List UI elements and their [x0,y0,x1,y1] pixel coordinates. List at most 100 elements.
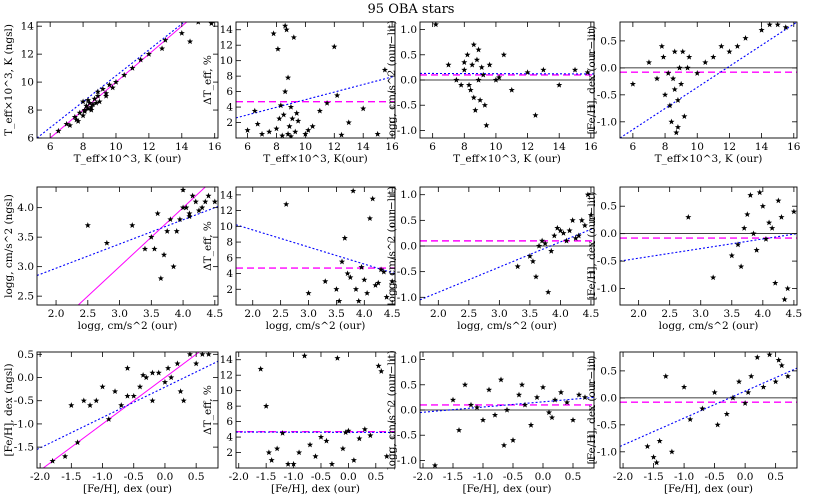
data-point [186,38,194,45]
data-point [467,86,474,93]
data-point [338,131,345,138]
y-axis-label: logg, cm/s^2 (our−lit) [386,350,398,469]
y-tick-label: -1.0 [597,446,617,458]
identity-line [42,352,200,468]
x-tick-label: 3.5 [723,308,740,320]
y-tick-label: 4 [226,432,233,444]
data-point [361,276,368,283]
data-point [345,427,352,434]
data-point [257,365,264,372]
data-point [461,59,468,65]
x-tick-label: -2.0 [613,471,633,483]
data-point [747,192,754,198]
y-tick-label: 0.0 [600,228,617,240]
data-point [742,400,749,406]
data-point [162,36,169,43]
data-point [509,437,517,443]
data-point [180,204,187,211]
data-point [645,59,653,66]
data-point [186,213,193,220]
data-point [572,235,579,241]
data-point [660,53,667,60]
plot-frame [36,21,219,139]
data-point [251,107,258,114]
data-point [141,245,149,252]
x-tick-label: 14 [175,141,189,153]
y-tick-label: 6 [226,86,233,98]
data-point [790,208,797,215]
data-point [671,48,678,55]
data-point [74,439,81,446]
data-point [557,389,565,395]
y-tick-label: 10 [220,55,233,67]
x-axis-label: logg, cm/s^2 (our) [659,320,759,332]
data-point [265,449,272,456]
data-point [710,274,717,281]
data-point [551,232,558,239]
data-point [84,97,92,103]
x-tick-label: 4.5 [384,308,401,320]
data-point [192,198,199,205]
panel-12: -2.0 -1.5 -1.0 -0.5 0.0 0.5-1.0-0.50.00.5[Fe/… [586,351,798,494]
data-point [279,132,286,138]
data-point [66,122,73,129]
data-point [244,127,251,133]
data-point [358,264,365,270]
x-tick-label: 0.0 [535,471,552,483]
y-tick-label: 1.0 [400,189,417,201]
data-point [762,235,769,242]
data-point [124,392,131,399]
fit-line [420,227,594,301]
data-point [99,383,106,390]
x-axis-label: T_eff×10^3, K (our) [74,153,182,165]
data-point [71,113,78,120]
data-point [694,70,701,76]
data-point [714,421,721,428]
data-point [775,197,782,204]
data-point [458,81,465,88]
y-tick-label: -1.0 [14,418,34,430]
data-point [283,201,290,207]
data-point [702,59,709,66]
data-point [527,421,535,428]
y-tick-label: -0.5 [14,395,34,407]
data-point [323,437,330,444]
x-tick-label: -1.0 [92,471,112,483]
data-point [211,198,218,205]
data-point [129,222,136,228]
data-point [726,48,733,55]
data-point [80,98,87,105]
panel-11: -2.0 -1.5 -1.0 -0.5 0.0 0.5 -1.0 -0.5 0.0 0.5 1.0 [… [386,350,595,494]
data-point [629,80,636,87]
data-point [477,96,484,103]
data-point [360,105,367,112]
x-tick-label: 6 [244,141,251,153]
data-point [309,123,316,129]
data-point [769,224,776,231]
data-point [533,394,541,400]
x-tick-label: 2.0 [48,308,65,320]
x-axis-label: logg, cm/s^2 (our) [266,320,366,332]
data-point [75,118,82,124]
data-point [305,127,312,133]
data-point [338,258,346,265]
y-tick-label: 6 [226,252,233,264]
x-tick-label: -2.0 [413,471,433,483]
data-point [286,123,293,129]
x-tick-label: 8 [662,141,669,153]
data-point [735,378,743,385]
data-point [202,198,209,205]
x-tick-label: 8 [461,141,468,153]
data-point [729,394,736,401]
x-axis-label: [Fe/H], dex (our) [83,483,172,494]
data-point [524,69,531,76]
x-tick-label: 6 [429,141,436,153]
data-point [109,84,116,91]
fit-line [236,224,395,275]
data-point [289,115,296,122]
data-point [581,394,589,400]
data-point [673,129,680,136]
x-tick-label: -1.5 [61,471,81,483]
data-point [587,212,594,218]
